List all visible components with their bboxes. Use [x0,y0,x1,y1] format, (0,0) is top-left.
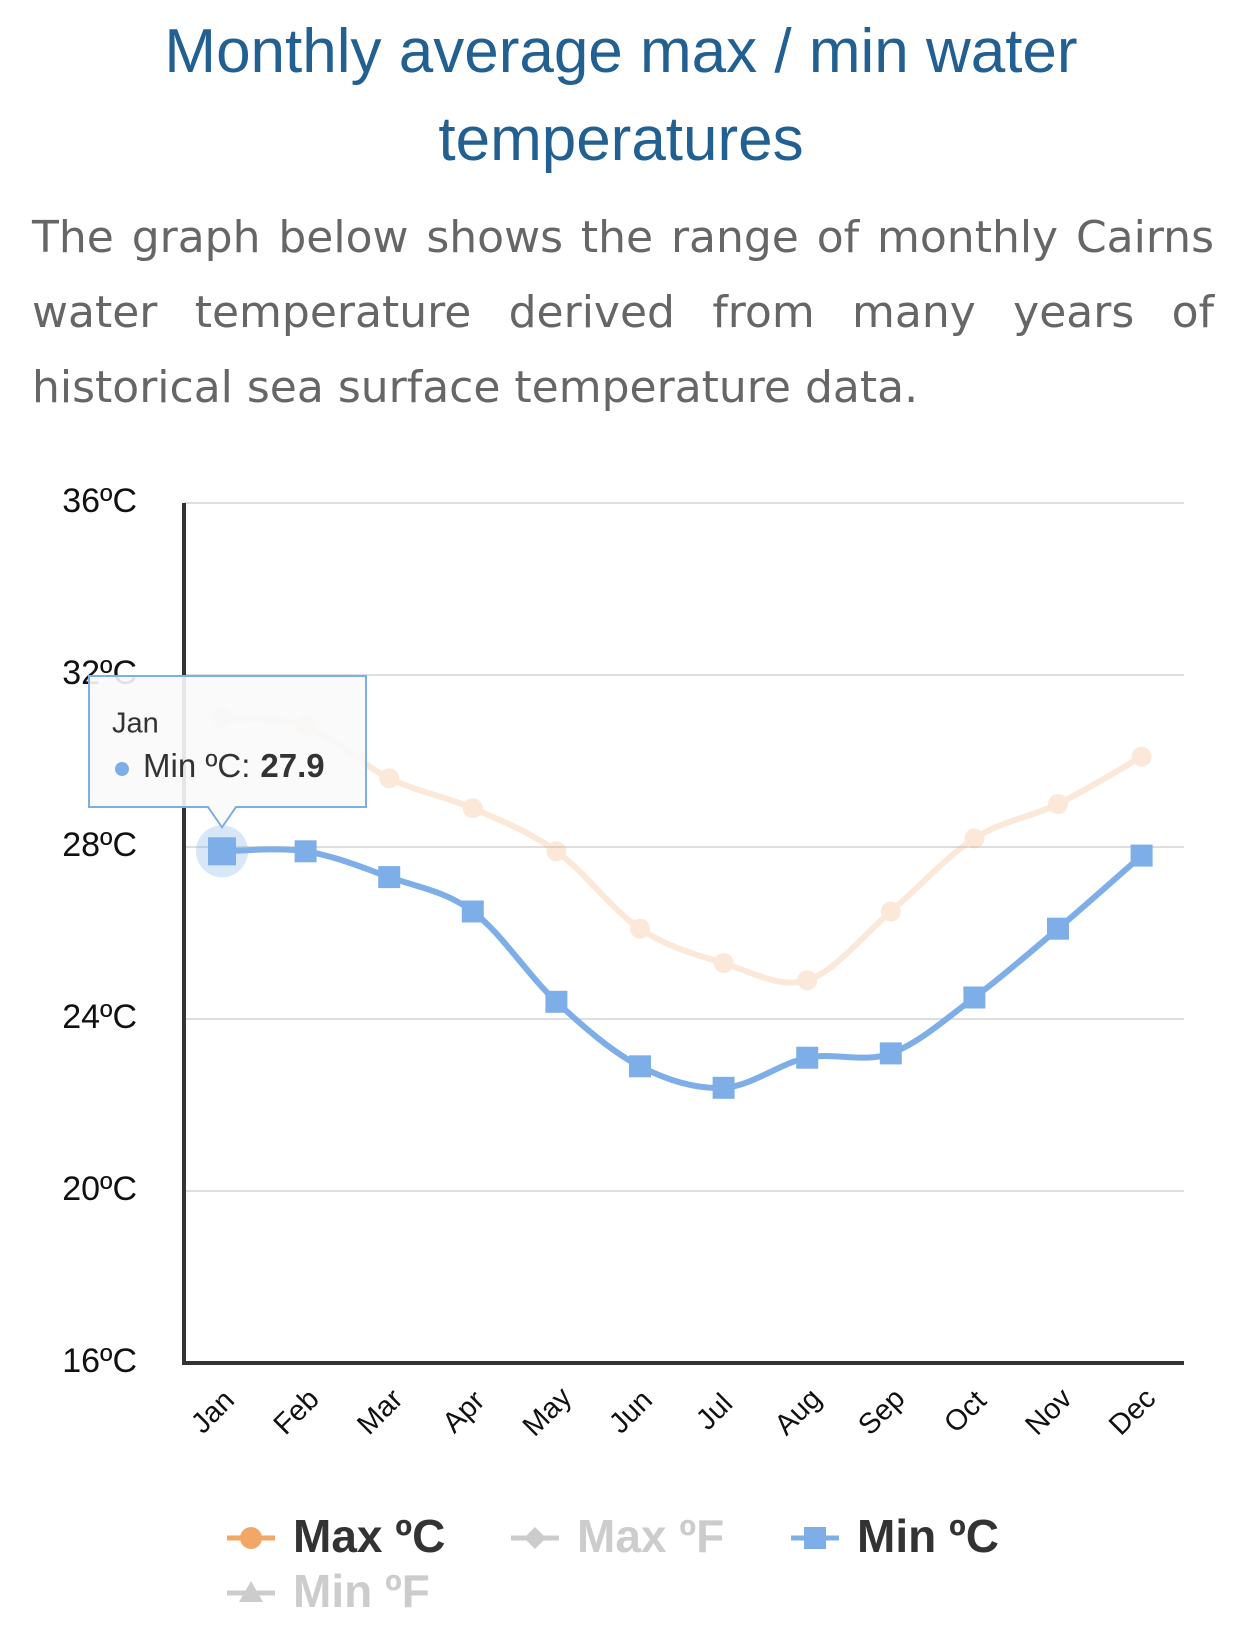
data-point [1048,794,1068,814]
y-tick-label: 24ºC [62,998,137,1036]
data-point [294,840,317,863]
page-title: Monthly average max / min water temperat… [164,17,1078,174]
data-point [1047,917,1069,940]
x-tick-label: Aug [769,1382,828,1441]
x-tick-label: Sep [852,1382,911,1441]
data-point [879,1042,902,1065]
x-tick-label: Jan [185,1384,241,1440]
tooltip-text: Min ºC: 27.9 [143,747,325,784]
tooltip-box [88,675,367,830]
y-tick-label: 20ºC [62,1170,137,1208]
legend-label: Min ºC [857,1510,999,1562]
x-tick-label: Feb [268,1383,326,1441]
data-point [462,798,483,819]
data-point [797,970,818,991]
series [196,825,1153,1099]
x-tick-label: Oct [938,1385,993,1440]
y-tick-label: 28ºC [62,826,137,864]
y-tick-label: 16ºC [62,1342,137,1380]
data-point [379,768,400,789]
x-tick-label: Mar [351,1383,409,1441]
legend-label: Min ºF [293,1565,430,1617]
data-point [378,866,401,889]
series-line [221,846,1144,1091]
description: The graph below shows the range of month… [32,212,1214,413]
data-point [629,1055,651,1078]
data-point [712,1076,735,1099]
tooltip: Jan Min ºC: 27.9 [88,675,367,830]
data-point [880,901,901,922]
legend-marker [239,1581,263,1602]
data-point [630,918,650,939]
data-point [545,990,568,1013]
series-line [221,715,1144,986]
legend-marker [524,1527,546,1549]
tooltip-bullet [115,762,129,776]
tooltip-category: Jan [112,708,159,740]
legend-marker [240,1527,262,1549]
data-point [713,953,734,974]
x-tick-label: Apr [437,1385,492,1440]
tooltip-label: Min ºC: [143,747,250,784]
x-tick-label: Dec [1103,1383,1162,1442]
legend-label: Max ºC [293,1510,445,1562]
x-tick-label: Jul [690,1388,739,1437]
data-point [461,900,484,923]
data-point [546,841,567,862]
y-tick-label: 36ºC [62,482,137,520]
data-point [1130,844,1153,867]
data-point [796,1046,819,1069]
x-tick-label: May [517,1381,579,1443]
x-tick-label: Jun [603,1384,659,1440]
data-point [1131,746,1152,767]
legend-marker [804,1527,826,1549]
legend-label: Max ºF [577,1510,724,1562]
x-tick-label: Nov [1020,1382,1079,1441]
data-point [963,986,986,1009]
tooltip-value: 27.9 [260,747,324,784]
data-point [964,828,985,849]
data-point [208,837,236,866]
